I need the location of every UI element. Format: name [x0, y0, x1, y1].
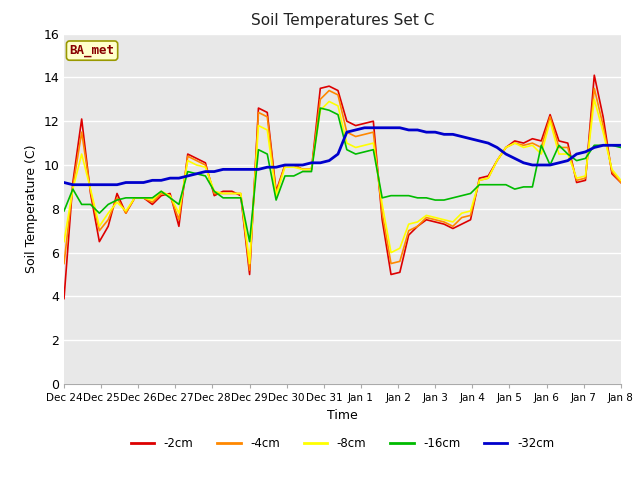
- Text: BA_met: BA_met: [70, 44, 115, 57]
- Title: Soil Temperatures Set C: Soil Temperatures Set C: [251, 13, 434, 28]
- X-axis label: Time: Time: [327, 408, 358, 421]
- Legend: -2cm, -4cm, -8cm, -16cm, -32cm: -2cm, -4cm, -8cm, -16cm, -32cm: [126, 433, 559, 455]
- Y-axis label: Soil Temperature (C): Soil Temperature (C): [25, 144, 38, 273]
